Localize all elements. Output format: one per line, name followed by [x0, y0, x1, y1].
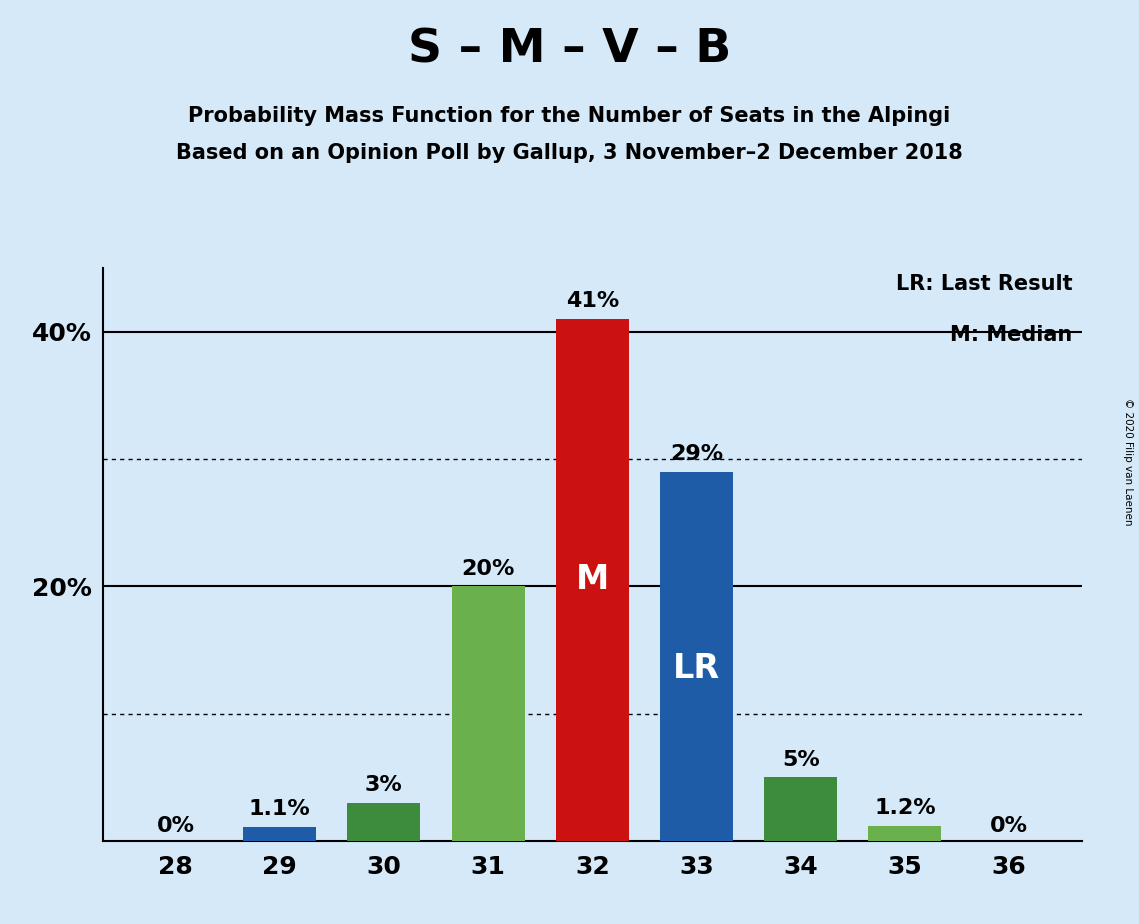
Text: 20%: 20%	[461, 559, 515, 578]
Text: 1.2%: 1.2%	[874, 798, 936, 818]
Text: 0%: 0%	[990, 816, 1029, 835]
Text: 3%: 3%	[364, 775, 403, 795]
Text: S – M – V – B: S – M – V – B	[408, 28, 731, 73]
Text: Probability Mass Function for the Number of Seats in the Alpingi: Probability Mass Function for the Number…	[188, 106, 951, 127]
Text: 5%: 5%	[781, 749, 820, 770]
Bar	[244, 827, 317, 841]
Text: LR: LR	[673, 652, 720, 686]
Text: Based on an Opinion Poll by Gallup, 3 November–2 December 2018: Based on an Opinion Poll by Gallup, 3 No…	[177, 143, 962, 164]
Bar	[868, 825, 941, 841]
Text: 41%: 41%	[566, 291, 618, 311]
Text: M: Median: M: Median	[950, 325, 1072, 346]
Bar	[347, 803, 420, 841]
Text: 1.1%: 1.1%	[248, 799, 311, 820]
Bar	[659, 471, 734, 841]
Text: 29%: 29%	[670, 444, 723, 464]
Text: LR: Last Result: LR: Last Result	[895, 274, 1072, 294]
Bar	[556, 319, 629, 841]
Text: 0%: 0%	[156, 816, 195, 835]
Bar	[764, 777, 837, 841]
Bar	[451, 586, 525, 841]
Text: © 2020 Filip van Laenen: © 2020 Filip van Laenen	[1123, 398, 1133, 526]
Text: M: M	[575, 564, 609, 596]
